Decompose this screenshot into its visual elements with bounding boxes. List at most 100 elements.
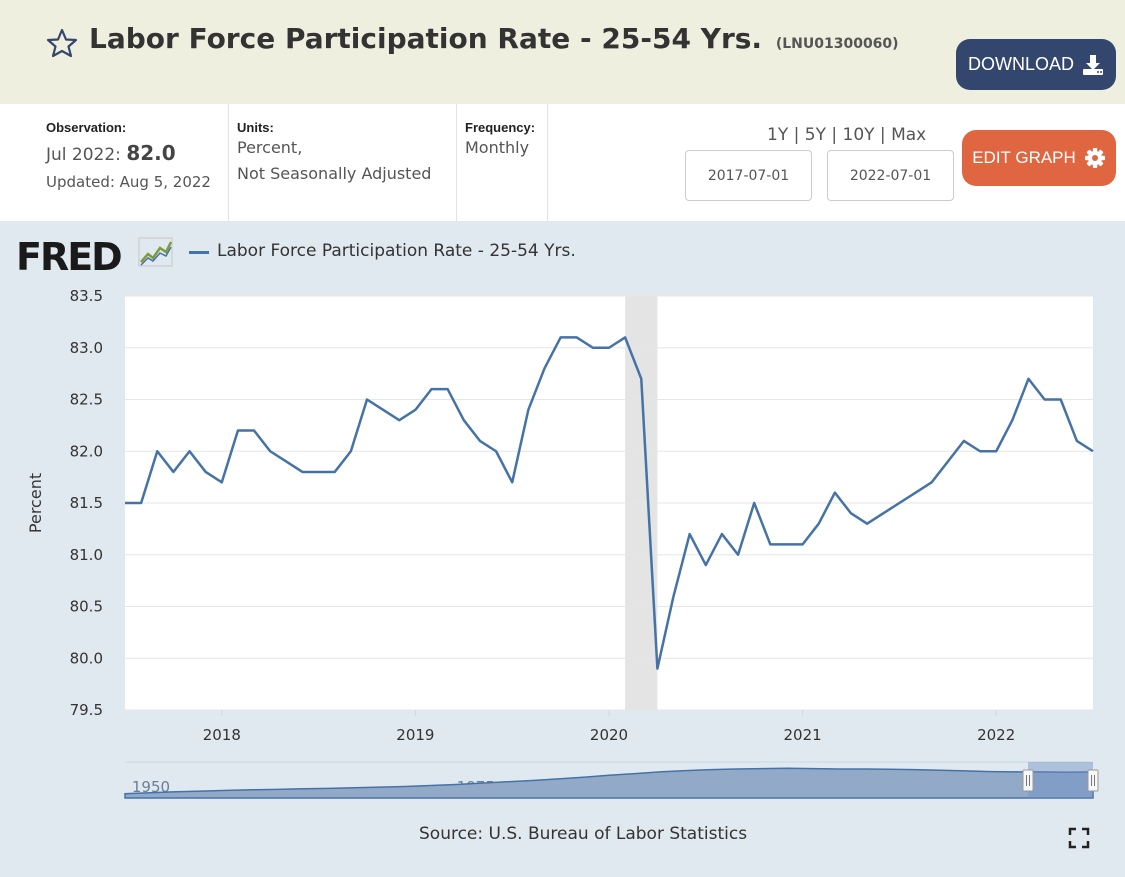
- data-point[interactable]: [623, 335, 628, 340]
- star-icon[interactable]: [46, 28, 78, 58]
- range-max-link[interactable]: Max: [891, 125, 927, 145]
- data-point[interactable]: [1026, 376, 1031, 381]
- data-point[interactable]: [865, 521, 870, 526]
- data-point[interactable]: [768, 542, 773, 547]
- data-point[interactable]: [445, 387, 450, 392]
- series-line: [125, 336, 1094, 670]
- navigator[interactable]: 195019752000: [124, 761, 1099, 799]
- units-value-line2: Not Seasonally Adjusted: [237, 164, 432, 183]
- legend-label: Labor Force Participation Rate - 25-54 Y…: [217, 241, 576, 261]
- data-point[interactable]: [897, 501, 902, 506]
- data-point[interactable]: [155, 449, 160, 454]
- data-point[interactable]: [429, 387, 434, 392]
- data-point[interactable]: [461, 418, 466, 423]
- data-point[interactable]: [510, 480, 515, 485]
- data-point[interactable]: [671, 594, 676, 599]
- data-point[interactable]: [1074, 438, 1079, 443]
- data-point[interactable]: [800, 542, 805, 547]
- source-note: Source: U.S. Bureau of Labor Statistics: [419, 824, 748, 844]
- units-value-line1: Percent,: [237, 138, 303, 157]
- data-point[interactable]: [1091, 449, 1096, 454]
- data-point[interactable]: [397, 418, 402, 423]
- data-point[interactable]: [1058, 397, 1063, 402]
- fullscreen-icon[interactable]: [1068, 827, 1090, 849]
- data-point[interactable]: [590, 345, 595, 350]
- data-point[interactable]: [978, 449, 983, 454]
- end-date-input[interactable]: [827, 150, 954, 201]
- data-point[interactable]: [784, 542, 789, 547]
- data-point[interactable]: [284, 459, 289, 464]
- data-point[interactable]: [752, 501, 757, 506]
- data-point[interactable]: [703, 563, 708, 568]
- fred-logo: FRED: [16, 235, 123, 279]
- data-point[interactable]: [494, 449, 499, 454]
- fred-chart-logo-icon: [138, 237, 173, 267]
- range-1y-link[interactable]: 1Y: [767, 125, 789, 145]
- series-title: Labor Force Participation Rate - 25-54 Y…: [89, 22, 763, 55]
- data-point[interactable]: [574, 335, 579, 340]
- data-point[interactable]: [994, 449, 999, 454]
- data-point[interactable]: [235, 428, 240, 433]
- range-10y-link[interactable]: 10Y: [842, 125, 875, 145]
- data-point[interactable]: [477, 438, 482, 443]
- y-tick-label: 82.5: [70, 391, 103, 409]
- start-date-input[interactable]: [685, 150, 812, 201]
- data-point[interactable]: [219, 480, 224, 485]
- download-label: DOWNLOAD: [967, 54, 1074, 74]
- legend-swatch: [189, 251, 209, 254]
- data-point[interactable]: [171, 469, 176, 474]
- data-point[interactable]: [655, 666, 660, 671]
- data-point[interactable]: [187, 449, 192, 454]
- data-point[interactable]: [945, 459, 950, 464]
- edit-graph-button[interactable]: EDIT GRAPH: [962, 130, 1116, 186]
- navigator-left-handle[interactable]: [1022, 769, 1034, 792]
- data-point[interactable]: [687, 532, 692, 537]
- data-point[interactable]: [252, 428, 257, 433]
- data-point[interactable]: [381, 407, 386, 412]
- data-point[interactable]: [542, 366, 547, 371]
- units-label: Units:: [237, 120, 274, 135]
- x-tick-label: 2020: [590, 726, 628, 744]
- frequency-label: Frequency:: [465, 120, 536, 135]
- data-point[interactable]: [139, 501, 144, 506]
- frequency-value: Monthly: [465, 138, 530, 157]
- range-5y-link[interactable]: 5Y: [804, 125, 826, 145]
- data-point[interactable]: [849, 511, 854, 516]
- data-point[interactable]: [123, 501, 128, 506]
- navigator-tick-label: 1950: [132, 778, 170, 796]
- data-point[interactable]: [881, 511, 886, 516]
- data-point[interactable]: [526, 407, 531, 412]
- range-links: 1Y | 5Y | 10Y | Max: [767, 125, 927, 145]
- data-point[interactable]: [348, 449, 353, 454]
- data-point[interactable]: [736, 552, 741, 557]
- data-point[interactable]: [332, 469, 337, 474]
- data-point[interactable]: [300, 469, 305, 474]
- y-tick-label: 82.0: [70, 442, 103, 460]
- line-chart: 79.5 80.0 80.5 81.0 81.5 82.0 82.5 83.0 83.5 201…: [26, 287, 1099, 799]
- header-bar: Labor Force Participation Rate - 25-54 Y…: [0, 0, 1125, 104]
- data-point[interactable]: [1010, 418, 1015, 423]
- data-point[interactable]: [316, 469, 321, 474]
- data-point[interactable]: [913, 490, 918, 495]
- data-point[interactable]: [961, 438, 966, 443]
- data-point[interactable]: [639, 376, 644, 381]
- data-point[interactable]: [365, 397, 370, 402]
- data-point[interactable]: [816, 521, 821, 526]
- edit-graph-label: EDIT GRAPH: [972, 148, 1076, 167]
- data-point[interactable]: [268, 449, 273, 454]
- data-point[interactable]: [558, 335, 563, 340]
- navigator-right-handle[interactable]: [1087, 769, 1099, 792]
- download-button[interactable]: DOWNLOAD: [956, 39, 1116, 90]
- data-point[interactable]: [929, 480, 934, 485]
- data-point[interactable]: [607, 345, 612, 350]
- navigator-selection[interactable]: [1028, 762, 1093, 798]
- data-point[interactable]: [203, 469, 208, 474]
- x-tick-label: 2022: [977, 726, 1015, 744]
- data-point[interactable]: [832, 490, 837, 495]
- updated-date: Updated: Aug 5, 2022: [46, 173, 211, 191]
- data-point[interactable]: [1042, 397, 1047, 402]
- data-point[interactable]: [413, 407, 418, 412]
- data-point[interactable]: [719, 532, 724, 537]
- y-tick-label: 83.0: [70, 339, 103, 357]
- navigator-area: [124, 767, 1094, 799]
